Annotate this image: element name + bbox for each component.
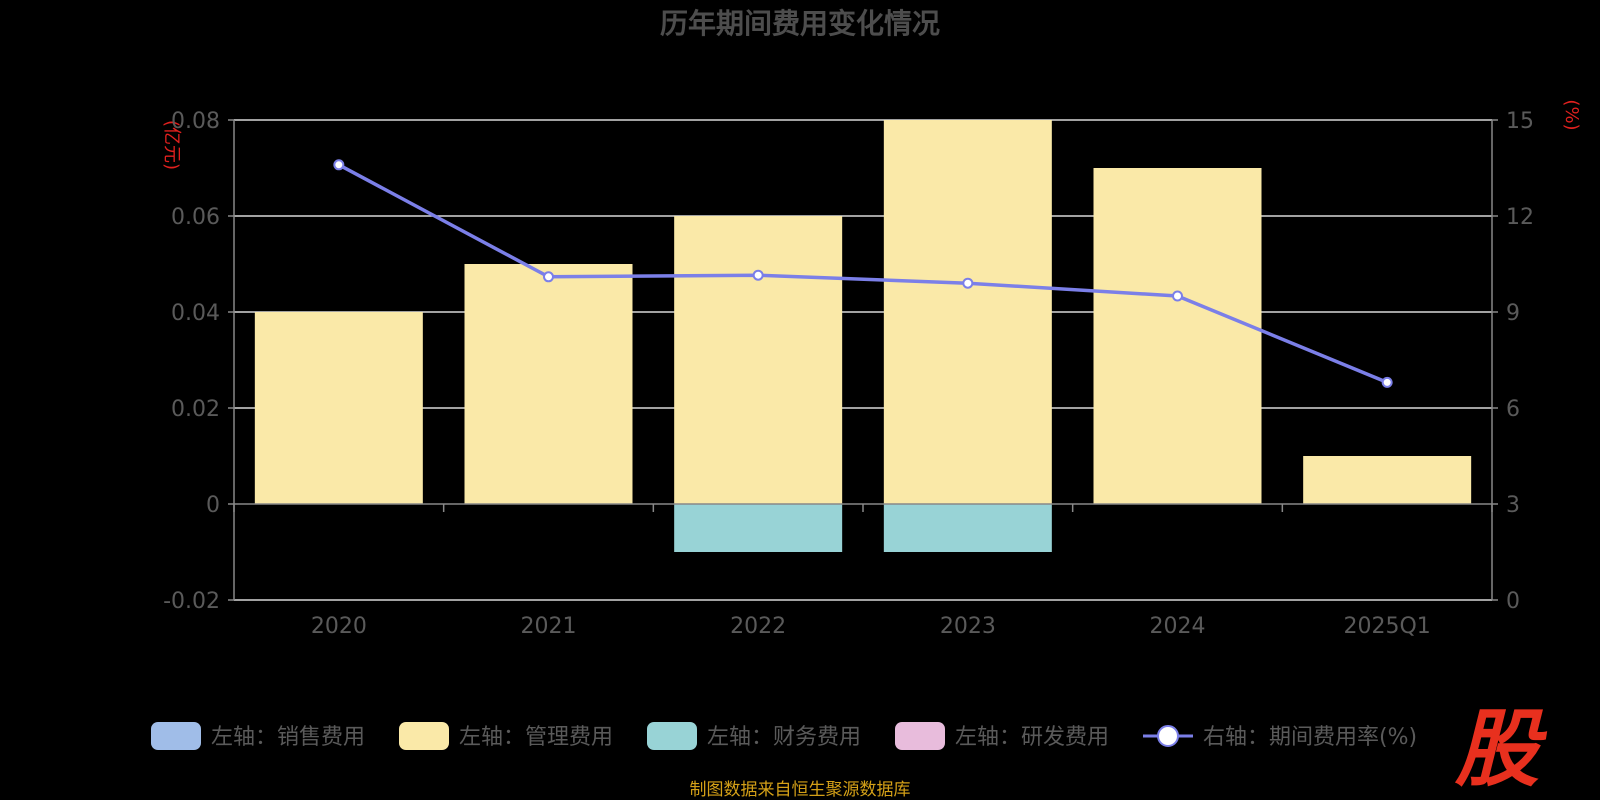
bar [674, 216, 843, 504]
legend: 左轴：销售费用 左轴：管理费用 左轴：财务费用 左轴：研发费用 右轴：期间费用率(%) [151, 722, 1417, 750]
legend-label: 右轴：期间费用率(%) [1203, 725, 1417, 750]
legend-swatch [895, 722, 945, 750]
x-axis-tick-label: 2025Q1 [1344, 614, 1431, 639]
right-axis-tick-label: 12 [1506, 205, 1534, 230]
bar [883, 120, 1052, 504]
bar [1303, 456, 1472, 504]
bar [254, 312, 423, 504]
bars [254, 120, 1472, 552]
legend-point-swatch [1157, 725, 1179, 747]
rate-line-point [543, 271, 554, 283]
right-axis-unit: (%) [1561, 99, 1582, 130]
rate-line [333, 159, 1393, 388]
logo: 股 [1454, 699, 1548, 798]
bar [674, 504, 843, 552]
right-axis-tick-label: 0 [1506, 589, 1520, 614]
x-axis-tick-label: 2023 [940, 614, 996, 639]
grid [234, 119, 1492, 601]
legend-label: 左轴：财务费用 [707, 725, 861, 750]
rate-line-point [333, 159, 345, 171]
x-axis-tick-label: 2024 [1150, 614, 1206, 639]
right-axis-tick-label: 3 [1506, 493, 1520, 518]
chart-title: 历年期间费用变化情况 [660, 7, 940, 40]
left-axis-tick-label: 0.08 [171, 109, 220, 134]
x-axis-tick-label: 2021 [521, 614, 577, 639]
rate-line-point [1172, 290, 1183, 302]
rate-line-point [752, 269, 764, 281]
legend-swatch [151, 722, 201, 750]
left-axis-tick-label: 0.02 [171, 397, 220, 422]
left-axis-tick-label: 0.04 [171, 301, 220, 326]
x-axis-tick-label: 2022 [730, 614, 786, 639]
rate-line-point [1381, 376, 1393, 388]
left-axis-unit: (亿元) [161, 120, 182, 170]
bar [883, 504, 1052, 552]
legend-swatch [399, 722, 449, 750]
x-axis-tick-label: 2020 [311, 614, 367, 639]
left-axis-tick-label: 0 [206, 493, 220, 518]
legend-label: 左轴：研发费用 [955, 725, 1109, 750]
legend-swatch [647, 722, 697, 750]
legend-label: 左轴：管理费用 [459, 725, 613, 750]
rate-line-path [338, 163, 1388, 385]
left-axis-tick-label: 0.06 [171, 205, 220, 230]
axes: 0.08 0.06 0.04 0.02 0 -0.02 15 12 9 6 3 0 2020 2021 20… [163, 109, 1534, 639]
bar [464, 264, 633, 504]
left-axis-tick-label: -0.02 [163, 589, 220, 614]
right-axis-tick-label: 9 [1506, 301, 1520, 326]
bar [1093, 168, 1262, 504]
data-source: 制图数据来自恒生聚源数据库 [690, 780, 911, 800]
right-axis-tick-label: 15 [1506, 109, 1534, 134]
legend-label: 左轴：销售费用 [211, 725, 365, 750]
rate-line-point [962, 277, 974, 289]
right-axis-tick-label: 6 [1506, 397, 1520, 422]
